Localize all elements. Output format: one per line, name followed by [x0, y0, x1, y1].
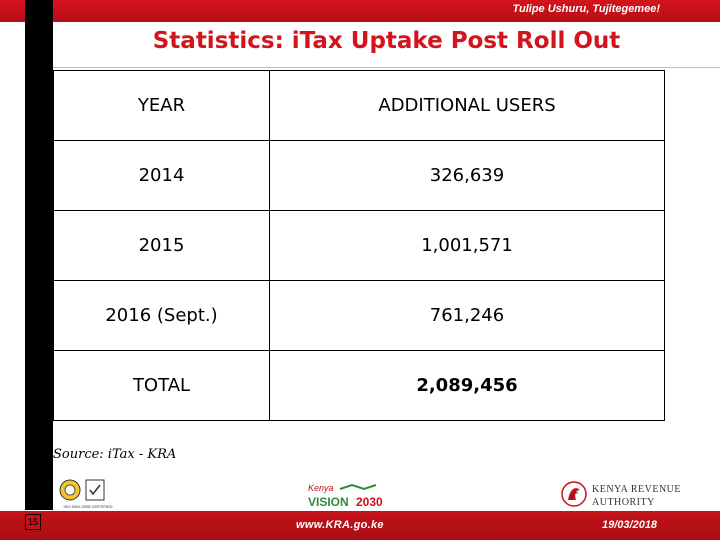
year-cell: 2015 [53, 210, 270, 281]
users-cell: 326,639 [269, 140, 665, 211]
svg-text:KENYA REVENUE: KENYA REVENUE [592, 484, 681, 495]
total-label-cell: TOTAL [53, 350, 270, 421]
motto-text: Tulipe Ushuru, Tujitegemee! [512, 3, 660, 15]
table-row: 2015 1,001,571 [53, 210, 665, 281]
svg-text:ISO 9001:2008 CERTIFIED: ISO 9001:2008 CERTIFIED [63, 504, 112, 509]
table-header-row: YEAR ADDITIONAL USERS [53, 70, 665, 141]
iso-certification-logo: ISO 9001:2008 CERTIFIED [59, 479, 113, 509]
source-note: Source: iTax - KRA [53, 447, 177, 462]
slide-title: Statistics: iTax Uptake Post Roll Out [152, 28, 621, 54]
total-value-cell: 2,089,456 [269, 350, 665, 421]
top-banner: Tulipe Ushuru, Tujitegemee! [0, 0, 720, 22]
left-decorative-stripe [25, 0, 53, 510]
table-total-row: TOTAL 2,089,456 [53, 350, 665, 421]
kra-logo: KENYA REVENUE AUTHORITY [561, 481, 681, 508]
svg-text:VISION: VISION [308, 495, 349, 509]
column-header-users: ADDITIONAL USERS [269, 70, 665, 141]
table-row: 2016 (Sept.) 761,246 [53, 280, 665, 351]
slide-number: 15 [25, 514, 41, 530]
table-row: 2014 326,639 [53, 140, 665, 211]
year-cell: 2014 [53, 140, 270, 211]
svg-text:2030: 2030 [356, 495, 383, 509]
footer-bar [0, 511, 720, 540]
users-cell: 761,246 [269, 280, 665, 351]
kenya-vision-2030-logo: Kenya VISION 2030 [308, 483, 383, 509]
slide-date: 19/03/2018 [602, 519, 658, 531]
year-cell: 2016 (Sept.) [53, 280, 270, 351]
title-divider [53, 67, 720, 68]
users-cell: 1,001,571 [269, 210, 665, 281]
svg-text:AUTHORITY: AUTHORITY [592, 497, 655, 508]
column-header-year: YEAR [53, 70, 270, 141]
stats-table: YEAR ADDITIONAL USERS 2014 326,639 2015 … [53, 70, 665, 421]
svg-text:Kenya: Kenya [308, 483, 334, 493]
website-link[interactable]: www.KRA.go.ke [296, 519, 384, 531]
